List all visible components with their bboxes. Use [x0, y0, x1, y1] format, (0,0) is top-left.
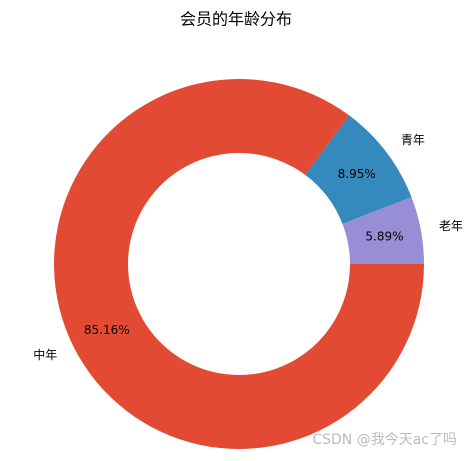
chart-title: 会员的年龄分布	[180, 10, 292, 29]
value-label: 8.95%	[338, 167, 376, 181]
donut-slice	[54, 79, 424, 450]
donut-slice	[305, 115, 412, 224]
slice-label: 青年	[401, 133, 425, 147]
watermark: CSDN @我今天ac了吗	[312, 432, 457, 448]
slice-label: 老年	[439, 219, 463, 233]
slice-label: 中年	[33, 347, 57, 362]
donut-slice	[342, 197, 424, 264]
value-label: 85.16%	[84, 323, 130, 337]
value-label: 5.89%	[365, 229, 403, 243]
